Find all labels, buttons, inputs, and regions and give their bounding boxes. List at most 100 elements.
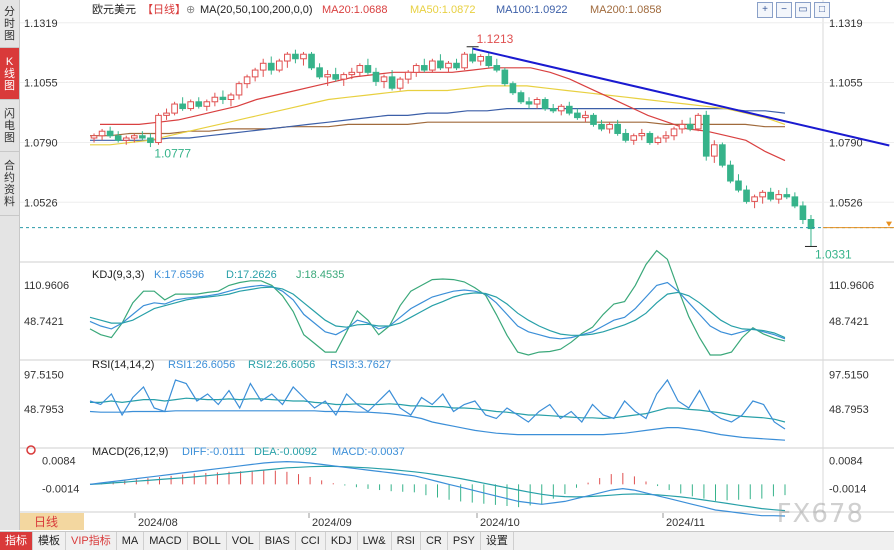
fit-icon[interactable]: ▭ xyxy=(795,2,811,18)
candle-body-44 xyxy=(445,62,452,69)
candle-body-33 xyxy=(356,65,364,73)
candle-body-41 xyxy=(420,65,428,71)
chart-area[interactable]: 1.1319 1.1319 1.1055 1.1055 1.0790 1.0790 1.05… xyxy=(20,0,894,530)
trendline xyxy=(472,47,890,147)
candle-body-45 xyxy=(453,62,460,69)
left-tab-bar: 分时图 K线图 闪电图 合约资料 xyxy=(0,0,20,530)
last-price-arrow-icon xyxy=(886,221,892,227)
indicator-tab-13[interactable]: PSY xyxy=(448,532,481,550)
candle-body-17 xyxy=(227,94,235,101)
rsi-tick-right-1: 48.7953 xyxy=(829,404,869,416)
indicator-tab-6[interactable]: VOL xyxy=(227,532,260,550)
candle-body-83 xyxy=(759,191,766,198)
candle-body-68 xyxy=(638,132,646,137)
chart-toolbar: + − ▭ □ xyxy=(757,2,830,18)
timeline-date-3: 2024/11 xyxy=(666,517,705,529)
candle-body-43 xyxy=(437,60,444,69)
candle-body-25 xyxy=(292,53,299,60)
zoom-in-icon[interactable]: + xyxy=(757,2,773,18)
indicator-tab-12[interactable]: CR xyxy=(421,532,448,550)
price-tick-left-3: 1.0526 xyxy=(24,197,58,209)
candle-body-5 xyxy=(130,135,138,139)
indicator-tab-3[interactable]: MA xyxy=(117,532,145,550)
macd-tick-left-0: 0.0084 xyxy=(42,455,76,467)
candle-body-19 xyxy=(243,76,251,85)
indicator-tab-5[interactable]: BOLL xyxy=(188,532,227,550)
candle-body-72 xyxy=(670,128,678,137)
timeline-date-1: 2024/09 xyxy=(312,517,352,529)
candle-body-40 xyxy=(412,65,420,73)
indicator-tab-2[interactable]: VIP指标 xyxy=(66,532,117,550)
price-tick-right-3: 1.0526 xyxy=(829,197,863,209)
candle-body-82 xyxy=(751,196,758,202)
candle-body-7 xyxy=(147,137,154,144)
candle-body-0 xyxy=(90,135,98,139)
candle-body-50 xyxy=(493,65,501,71)
candle-body-9 xyxy=(163,112,170,116)
candle-body-10 xyxy=(171,103,178,114)
candle-body-56 xyxy=(541,99,549,110)
indicator-tab-11[interactable]: RSI xyxy=(392,532,421,550)
rsi-tick-right-0: 97.5150 xyxy=(829,370,869,382)
indicator-tab-14[interactable]: 设置 xyxy=(481,532,514,550)
candle-body-38 xyxy=(396,78,404,89)
candle-body-26 xyxy=(300,53,307,60)
candle-body-36 xyxy=(380,76,388,82)
left-tab-3[interactable]: 合约资料 xyxy=(0,152,19,216)
indicator-tab-9[interactable]: KDJ xyxy=(326,532,358,550)
candle-body-22 xyxy=(267,62,275,71)
ma100-line xyxy=(90,107,786,141)
kdj-k-value: K:17.6596 xyxy=(154,269,204,281)
ma50-line xyxy=(90,85,786,146)
timeline-date-0: 2024/08 xyxy=(138,517,178,529)
candle-body-23 xyxy=(275,60,283,71)
indicator-tab-bar: 指标 模板 VIP指标 MA MACD BOLL VOL BIAS CCI KDJ LW& RSI CR… xyxy=(0,531,894,550)
ma200-line xyxy=(90,121,785,137)
header-ma200: MA200:1.0858 xyxy=(590,4,662,16)
candle-body-20 xyxy=(251,69,259,78)
candle-body-35 xyxy=(372,71,380,82)
indicator-tab-1[interactable]: 模板 xyxy=(33,532,66,550)
candle-body-81 xyxy=(743,189,750,202)
left-tab-1[interactable]: K线图 xyxy=(0,48,19,100)
candle-body-85 xyxy=(775,194,783,200)
candle-body-78 xyxy=(719,144,726,166)
macd-dea-line xyxy=(89,465,786,512)
left-tab-0[interactable]: 分时图 xyxy=(0,0,19,48)
indicator-tab-4[interactable]: MACD xyxy=(144,532,188,550)
candle-body-27 xyxy=(308,53,315,69)
kdj-tick-left-0: 110.9606 xyxy=(24,280,69,292)
candle-body-74 xyxy=(686,123,694,130)
header-ma50: MA50:1.0872 xyxy=(410,4,475,16)
candle-body-30 xyxy=(332,74,340,80)
candle-body-4 xyxy=(122,137,130,141)
candle-body-46 xyxy=(461,53,468,69)
macd-settings-icon[interactable] xyxy=(26,445,36,455)
chart-canvas[interactable]: 1.1319 1.1319 1.1055 1.1055 1.0790 1.0790 1.05… xyxy=(20,0,894,530)
kdj-tick-right-1: 48.7421 xyxy=(829,316,869,328)
left-tab-2[interactable]: 闪电图 xyxy=(0,100,19,152)
kdj-d-line xyxy=(89,286,786,339)
timeline-date-2: 2024/10 xyxy=(480,517,520,529)
rsi3-line xyxy=(89,410,786,441)
indicator-tab-7[interactable]: BIAS xyxy=(260,532,296,550)
fullscreen-icon[interactable]: □ xyxy=(814,2,830,18)
kdj-tick-left-1: 48.7421 xyxy=(24,316,64,328)
indicator-tab-8[interactable]: CCI xyxy=(296,532,326,550)
candle-body-76 xyxy=(702,114,710,157)
rsi1-line xyxy=(89,378,786,430)
candle-body-63 xyxy=(598,123,605,130)
candle-body-8 xyxy=(155,114,162,144)
price-tick-left-2: 1.0790 xyxy=(24,138,58,150)
candle-body-79 xyxy=(727,164,734,182)
candle-body-84 xyxy=(767,191,775,200)
zoom-out-icon[interactable]: − xyxy=(776,2,792,18)
candle-body-39 xyxy=(404,71,412,80)
header-ma20: MA20:1.0688 xyxy=(322,4,387,16)
indicator-tab-10[interactable]: LW& xyxy=(358,532,392,550)
indicator-tab-0[interactable]: 指标 xyxy=(0,532,33,550)
header-period: 【日线】 xyxy=(142,2,186,16)
candle-body-15 xyxy=(211,96,219,103)
candle-body-29 xyxy=(324,74,331,78)
kdj-label: KDJ(9,3,3) xyxy=(92,269,145,281)
